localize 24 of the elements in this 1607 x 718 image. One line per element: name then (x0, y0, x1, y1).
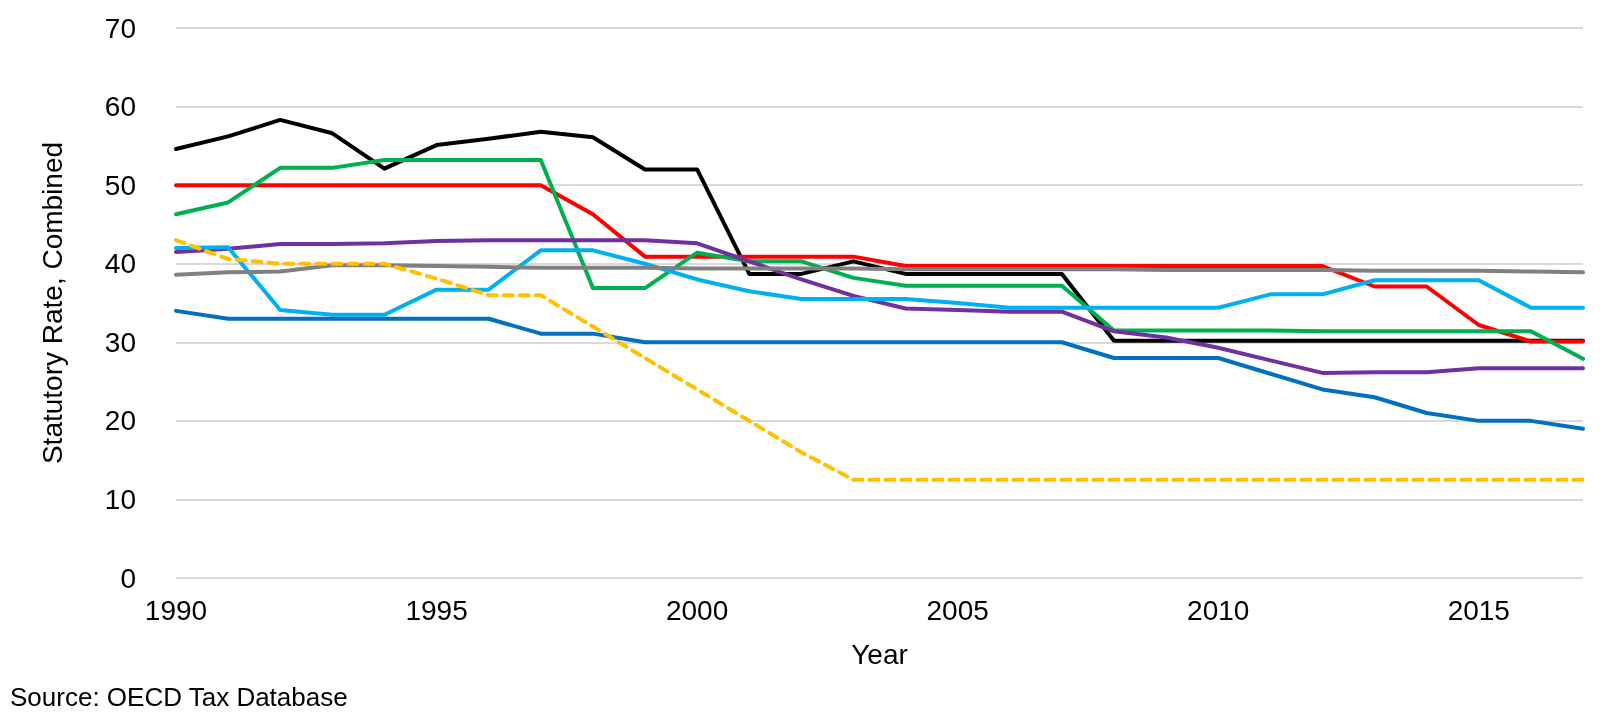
y-axis-title: Statutory Rate, Combined (36, 141, 68, 465)
line-series (174, 245, 1585, 317)
y-tick-label: 10 (104, 483, 136, 515)
x-tick-label: 2000 (665, 594, 729, 626)
line-series (174, 238, 1585, 482)
y-tick-label: 0 (120, 562, 136, 594)
y-tick-label: 40 (104, 248, 136, 280)
x-tick-label: 1995 (405, 594, 468, 626)
source-note: Source: OECD Tax Database (10, 682, 348, 712)
y-tick-label: 60 (104, 91, 136, 123)
y-tick-label: 20 (104, 405, 136, 437)
line-series (174, 183, 1585, 344)
y-tick-label: 70 (104, 12, 136, 44)
x-tick-label: 2010 (1187, 594, 1250, 626)
x-tick-label: 2005 (926, 594, 989, 626)
line-series (174, 263, 1585, 277)
line-series (174, 158, 1585, 361)
x-tick-label: 2015 (1447, 594, 1510, 626)
line-series (174, 308, 1585, 431)
y-tick-label: 50 (104, 169, 136, 201)
line-series (174, 238, 1585, 375)
x-axis-title: Year (851, 638, 908, 670)
y-tick-label: 30 (104, 326, 136, 358)
x-tick-label: 1990 (144, 594, 208, 626)
